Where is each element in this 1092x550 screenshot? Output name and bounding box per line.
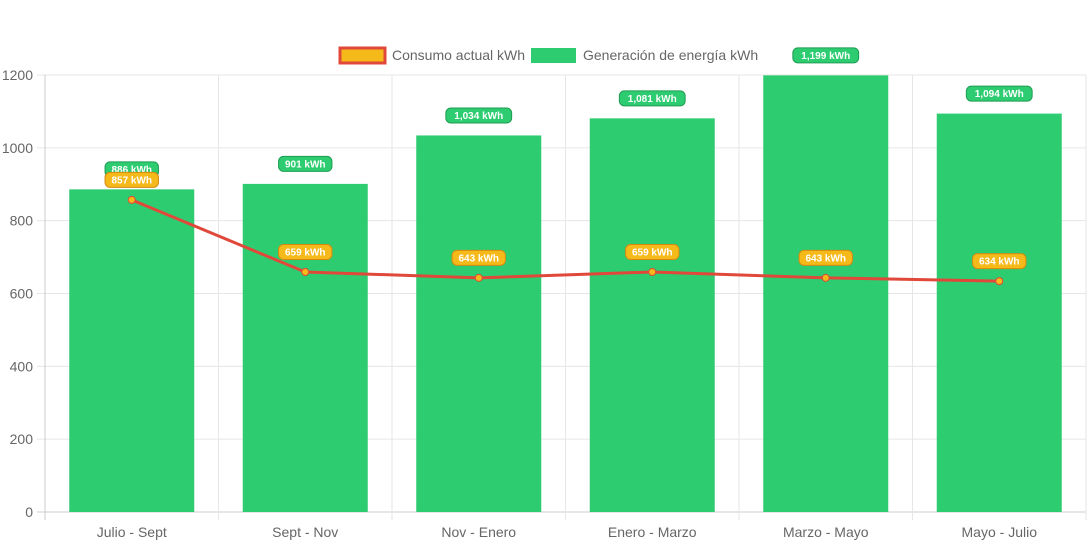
bar[interactable]	[416, 135, 542, 512]
line-value-label-text: 659 kWh	[285, 248, 326, 259]
line-point[interactable]	[648, 268, 657, 277]
line-value-label: 643 kWh	[451, 249, 506, 266]
bar-value-label: 1,199 kWh	[792, 47, 860, 64]
line-value-label-bg	[104, 171, 159, 188]
x-tick-label: Nov - Enero	[441, 524, 516, 540]
bar-value-label-text: 1,199 kWh	[801, 51, 850, 62]
y-tick-label: 0	[25, 504, 33, 520]
y-tick-label: 1000	[2, 140, 33, 156]
line-point[interactable]	[821, 273, 830, 282]
bar-value-label-bg	[445, 107, 513, 124]
bar[interactable]	[242, 183, 368, 512]
bar-value-label-bg	[792, 47, 860, 64]
line-value-label-text: 857 kWh	[111, 176, 152, 187]
bar[interactable]	[763, 75, 889, 512]
line-value-label-bg	[451, 249, 506, 266]
line-point[interactable]	[995, 277, 1004, 286]
line-value-label-text: 643 kWh	[805, 253, 846, 264]
line-value-label-text: 643 kWh	[458, 253, 499, 264]
y-tick-label: 800	[10, 213, 34, 229]
legend-label-consumo: Consumo actual kWh	[392, 47, 525, 63]
bar-value-label-text: 901 kWh	[285, 159, 326, 170]
legend-swatch-consumo	[338, 46, 387, 65]
bar-value-label: 901 kWh	[278, 155, 333, 172]
line-path	[131, 198, 1000, 283]
bar[interactable]	[69, 189, 195, 512]
line-value-label: 634 kWh	[972, 253, 1027, 270]
bar-value-label-bg	[618, 90, 686, 107]
line-value-label-text: 659 kWh	[632, 248, 673, 259]
x-tick-label: Sept - Nov	[272, 524, 338, 540]
legend-label-generacion: Generación de energía kWh	[583, 47, 758, 63]
line-value-label: 857 kWh	[104, 171, 159, 188]
line-point[interactable]	[127, 195, 136, 204]
x-tick-label: Marzo - Mayo	[783, 524, 869, 540]
line-value-label: 643 kWh	[798, 249, 853, 266]
bar-value-label-text: 1,094 kWh	[975, 89, 1024, 100]
axes: 0 200 400 600 800 1000 1200 Julio - Sept Sept - …	[2, 67, 1037, 540]
legend-swatch-generacion	[531, 48, 576, 63]
bar-value-label: 1,034 kWh	[445, 107, 513, 124]
bar-value-label: 1,081 kWh	[618, 90, 686, 107]
line-point[interactable]	[301, 268, 310, 277]
bar-value-label-text: 1,034 kWh	[454, 111, 503, 122]
line-value-label-bg	[625, 244, 680, 261]
x-tick-label: Enero - Marzo	[608, 524, 697, 540]
x-tick-label: Mayo - Julio	[962, 524, 1038, 540]
x-tick-label: Julio - Sept	[97, 524, 167, 540]
line-value-label: 659 kWh	[278, 244, 333, 261]
legend-item-generacion[interactable]: Generación de energía kWh	[531, 47, 758, 63]
bar[interactable]	[936, 113, 1062, 512]
line-value-label-bg	[798, 249, 853, 266]
line-value-label-bg	[278, 244, 333, 261]
line-series	[127, 195, 1004, 286]
bar-series	[69, 75, 1062, 513]
y-tick-label: 200	[10, 431, 34, 447]
bar-value-label-text: 886 kWh	[111, 165, 152, 176]
line-value-label: 659 kWh	[625, 244, 680, 261]
y-tick-label: 1200	[2, 67, 33, 83]
legend-item-consumo[interactable]: Consumo actual kWh	[338, 46, 525, 65]
line-value-label-bg	[972, 253, 1027, 270]
grid	[37, 74, 1087, 520]
bar-value-label: 1,094 kWh	[965, 85, 1033, 102]
line-point[interactable]	[474, 273, 483, 282]
y-tick-label: 600	[10, 286, 34, 302]
line-value-label-text: 634 kWh	[979, 257, 1020, 268]
bar-value-label-text: 1,081 kWh	[628, 94, 677, 105]
bar-value-label-bg	[965, 85, 1033, 102]
data-labels: 886 kWh 901 kWh 1,034 kWh 1,081 kWh 1,199 kW…	[104, 47, 1033, 270]
y-tick-label: 400	[10, 358, 34, 374]
bar[interactable]	[589, 118, 715, 513]
legend[interactable]: Consumo actual kWh Generación de energía …	[338, 46, 758, 65]
bar-value-label-bg	[278, 155, 333, 172]
